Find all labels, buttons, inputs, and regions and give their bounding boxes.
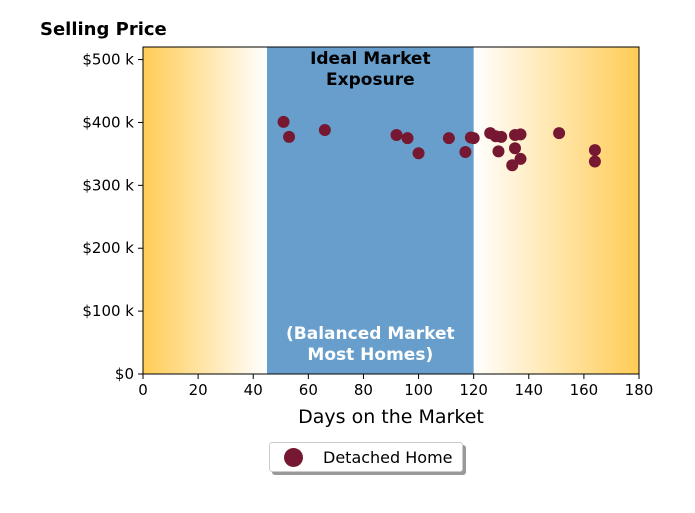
y-tick-label: $300 k (82, 176, 134, 194)
data-point (467, 132, 480, 145)
y-tick-label: $200 k (82, 239, 134, 257)
legend: Detached Home (269, 442, 463, 472)
data-point (588, 155, 601, 168)
data-point (442, 132, 455, 145)
data-point (553, 127, 566, 140)
data-point (459, 146, 472, 159)
data-point (514, 152, 527, 165)
data-point (514, 128, 527, 141)
gradient-region-right (473, 47, 639, 374)
y-tick-label: $500 k (82, 51, 134, 69)
x-tick-label: 60 (299, 381, 318, 399)
data-point (283, 130, 296, 143)
y-tick-label: $100 k (82, 302, 134, 320)
data-point (495, 130, 508, 143)
data-point (412, 147, 425, 160)
x-tick-label: 120 (459, 381, 488, 399)
x-tick-label: 20 (189, 381, 208, 399)
plot-frame (142, 46, 640, 375)
ideal-exposure-band (267, 47, 474, 374)
x-tick-label: 0 (138, 381, 148, 399)
data-point (492, 145, 505, 158)
legend-marker-detached-home (284, 448, 303, 467)
y-tick-label: $400 k (82, 113, 134, 131)
data-point (390, 129, 403, 142)
chart-title: Selling Price (40, 19, 167, 40)
data-point (509, 142, 521, 155)
data-point (401, 132, 414, 145)
x-tick-label: 80 (354, 381, 373, 399)
band-label-top: Ideal Market Exposure (310, 49, 431, 90)
gradient-region-left (143, 47, 267, 374)
x-tick-label: 100 (404, 381, 433, 399)
legend-label-detached-home: Detached Home (323, 448, 453, 467)
data-point (318, 124, 331, 137)
x-tick-label: 140 (514, 381, 543, 399)
data-point (506, 159, 519, 172)
x-tick-label: 40 (244, 381, 263, 399)
x-tick-label: 160 (570, 381, 599, 399)
y-tick-label: $0 (115, 365, 134, 383)
data-point (277, 115, 290, 128)
x-axis-label: Days on the Market (298, 406, 484, 428)
x-tick-label: 180 (625, 381, 654, 399)
data-point (588, 144, 601, 157)
band-label-bottom: (Balanced Market Most Homes) (286, 324, 455, 365)
